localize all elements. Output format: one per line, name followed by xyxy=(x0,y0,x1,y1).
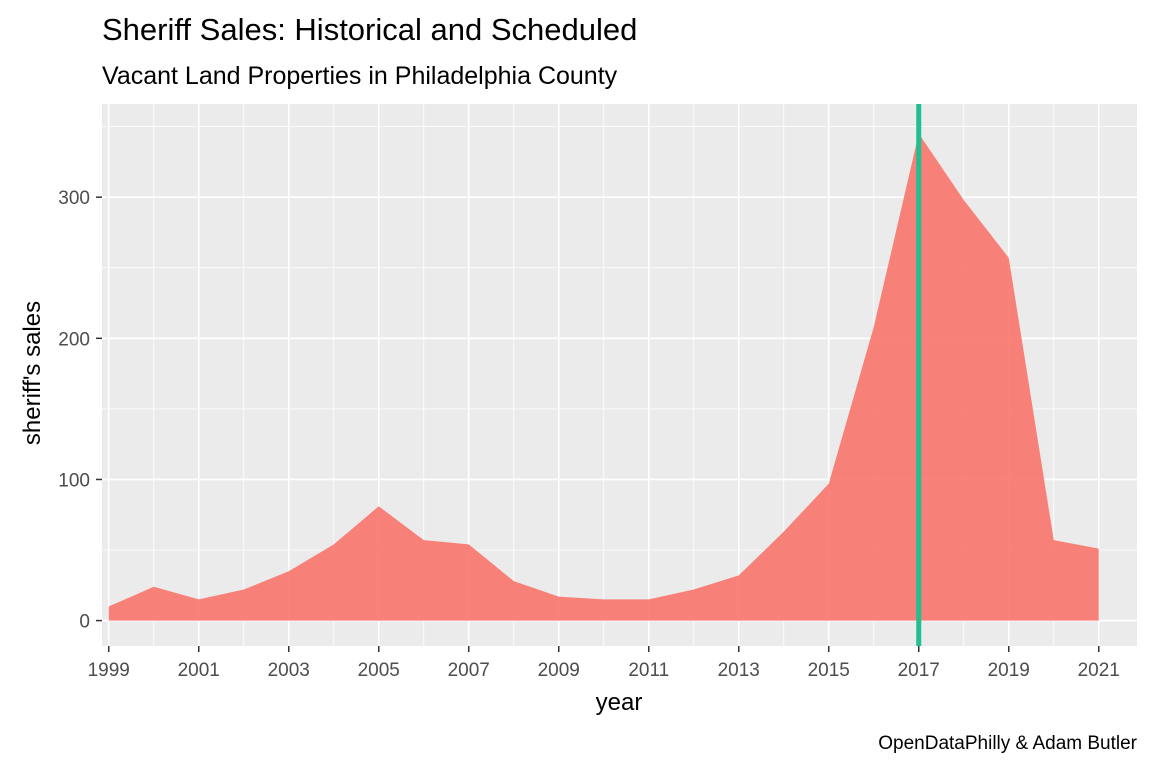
x-tick-label: 2009 xyxy=(538,660,580,681)
y-tick-label: 200 xyxy=(58,329,90,350)
x-tick-label: 1999 xyxy=(88,660,130,681)
x-tick-label: 2013 xyxy=(718,660,760,681)
grid-lines xyxy=(102,104,1137,646)
x-tick-label: 2003 xyxy=(268,660,310,681)
chart-title: Sheriff Sales: Historical and Scheduled xyxy=(102,12,637,47)
x-tick-label: 2019 xyxy=(988,660,1030,681)
x-tick-label: 2005 xyxy=(358,660,400,681)
x-axis: 1999 2001 2003 2005 2007 2009 2011 2013 2015 2017… xyxy=(88,646,1120,681)
x-tick-label: 2015 xyxy=(808,660,850,681)
y-axis-title: sheriff's sales xyxy=(19,301,46,445)
chart-subtitle: Vacant Land Properties in Philadelphia C… xyxy=(102,62,618,90)
x-axis-title: year xyxy=(596,689,643,716)
y-tick-label: 0 xyxy=(79,612,90,633)
x-tick-label: 2007 xyxy=(448,660,490,681)
x-tick-label: 2011 xyxy=(628,660,669,681)
chart-caption: OpenDataPhilly & Adam Butler xyxy=(878,733,1137,754)
y-axis: 0 100 200 300 xyxy=(58,188,102,633)
x-tick-label: 2021 xyxy=(1078,660,1120,681)
sales-area xyxy=(108,133,1099,621)
y-tick-label: 100 xyxy=(58,470,90,491)
x-tick-label: 2001 xyxy=(178,660,220,681)
x-tick-label: 2017 xyxy=(898,660,940,681)
y-tick-label: 300 xyxy=(58,188,90,209)
